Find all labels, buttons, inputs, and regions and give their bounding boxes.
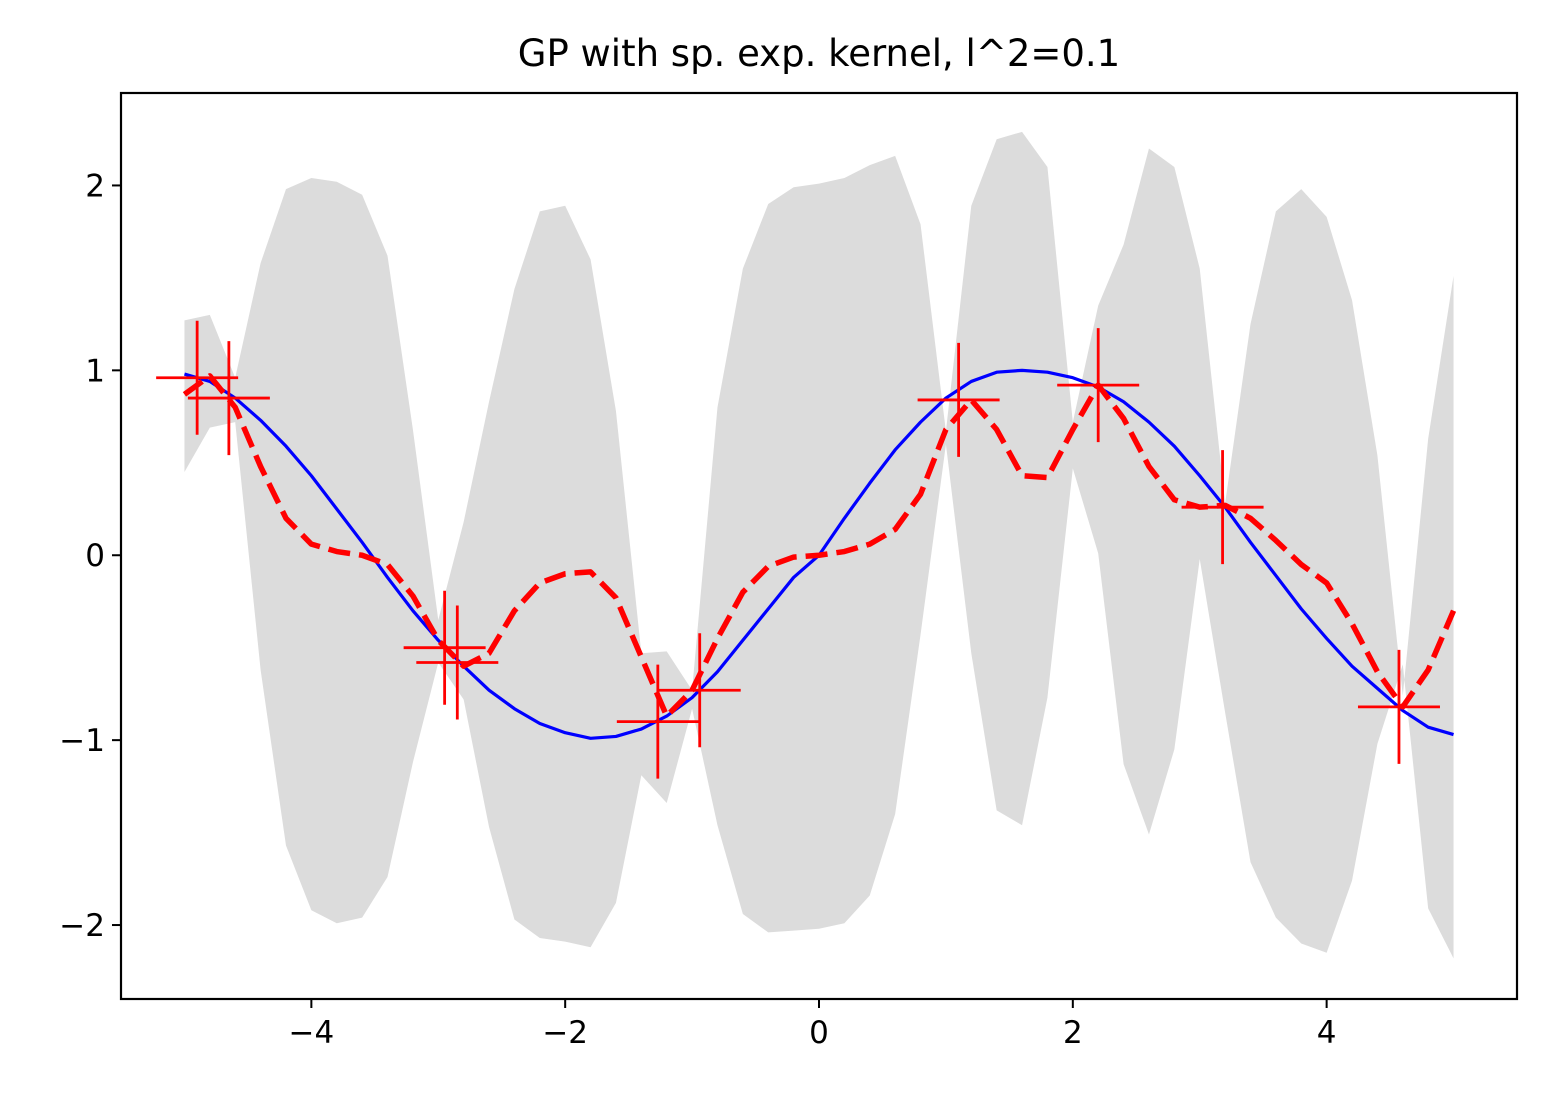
- x-tick-label: 4: [1317, 1015, 1337, 1051]
- x-tick-label: 2: [1063, 1015, 1083, 1051]
- posterior-mean-line: [182, 373, 1457, 719]
- y-tick-label: −2: [59, 908, 105, 944]
- plot-area: [156, 131, 1457, 959]
- y-tick-label: 1: [85, 353, 105, 389]
- y-tick-label: 2: [85, 168, 105, 204]
- x-tick-label: −2: [542, 1015, 588, 1051]
- observation-marker: [917, 342, 1000, 457]
- observation-marker: [658, 633, 741, 748]
- confidence-band: [184, 131, 1454, 959]
- observation-marker: [187, 341, 270, 456]
- y-tick-label: 0: [85, 538, 105, 574]
- axes: −4 −2 0 2 4 −2 −1 0 1 2: [59, 168, 1336, 1051]
- x-tick-label: 0: [809, 1015, 829, 1051]
- x-tick-label: −4: [289, 1015, 335, 1051]
- y-tick-label: −1: [59, 723, 105, 759]
- observation-marker: [1357, 649, 1440, 764]
- chart-title: GP with sp. exp. kernel, l^2=0.1: [518, 32, 1120, 75]
- observation-marker: [616, 664, 699, 779]
- observation-marker: [416, 605, 499, 720]
- observation-marker: [156, 320, 239, 435]
- observation-marker: [403, 590, 486, 705]
- observation-marker: [1181, 450, 1264, 565]
- observation-marker: [1057, 328, 1140, 443]
